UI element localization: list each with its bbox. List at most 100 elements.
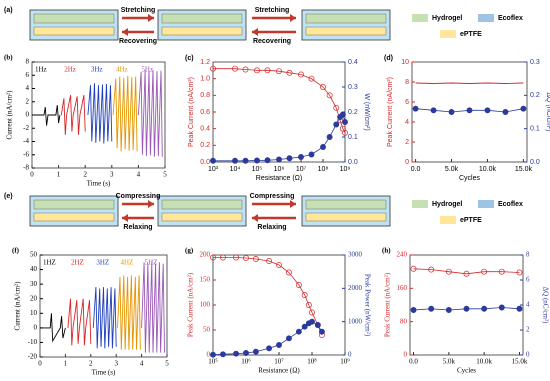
legend-swatch [412, 200, 428, 208]
x-axis-label: Time (s) [87, 180, 111, 188]
marker [301, 292, 308, 298]
x-tick-label: 0 [38, 360, 42, 368]
y2-tick-label: 0.1 [348, 134, 358, 141]
x-tick-label: 5.0k [443, 358, 456, 366]
arrow-head [148, 14, 154, 22]
marker [233, 350, 240, 357]
x-tick-label: 10⁶ [241, 358, 251, 366]
series-label: 5HZ [145, 259, 158, 267]
arrow-label: Stretching [121, 7, 156, 14]
y-tick-label: 8 [26, 58, 30, 66]
x-tick-label: 0 [30, 171, 34, 179]
y2-tick-label: 0.4 [348, 59, 358, 66]
marker [516, 269, 523, 276]
marker [339, 111, 346, 118]
y2-tick-label: 0.1 [530, 126, 540, 133]
y2-axis-label: ΔQ (nC/cm²) [545, 92, 550, 131]
series-line [117, 275, 141, 350]
series-line [67, 298, 92, 346]
marker [210, 65, 216, 72]
x-tick-label: 10⁵ [252, 166, 263, 173]
marker [232, 157, 238, 164]
x-tick-label: 3 [114, 360, 118, 368]
x-tick-label: 4 [140, 360, 144, 368]
series-line [213, 113, 346, 162]
y2-tick-label: 0.3 [348, 84, 358, 91]
marker [276, 342, 282, 348]
y-tick-label: 50 [30, 251, 38, 259]
marker [333, 104, 340, 111]
arrow-label: Recovering [119, 38, 157, 45]
arrow-head [122, 214, 128, 222]
diagram: (e) Compressing Relaxing Compressing Relaxin… [4, 193, 523, 231]
series-line [40, 313, 66, 343]
marker [305, 302, 312, 308]
x-tick-label: 10³ [208, 166, 219, 173]
hydrogel-layer [305, 199, 387, 210]
x-tick-label: 15.0k [515, 166, 533, 173]
marker [342, 119, 348, 125]
hydrogel-layer [305, 13, 387, 24]
series-line [137, 69, 163, 157]
chart: (b) -8 -6 -4 -2 0 2 4 6 8 0 1 2 3 4 5 Time (s) Current (n… [4, 54, 167, 188]
y-tick-label: 1.2 [200, 59, 210, 66]
marker [320, 84, 326, 90]
marker [502, 109, 509, 115]
x-tick-label: 0.0 [411, 166, 421, 173]
x-tick-label: 4 [137, 171, 141, 179]
marker [266, 345, 273, 352]
marker [264, 157, 271, 164]
marker [333, 121, 340, 128]
series-label: 5Hz [141, 66, 153, 74]
marker [210, 351, 216, 358]
y-tick-label: -6 [23, 150, 29, 158]
y-tick-label: 0.0 [200, 159, 210, 166]
eptfe-layer [305, 212, 387, 222]
legend-swatch [440, 216, 456, 224]
marker [516, 305, 523, 312]
legend-label: Hydrogel [432, 15, 462, 22]
x-tick-label: 3 [110, 171, 114, 179]
series-line [141, 262, 165, 353]
y-tick-label: 30 [30, 280, 38, 288]
y-axis-label: Peak Current (nA/cm²) [384, 272, 392, 337]
marker [309, 309, 315, 316]
marker [314, 322, 321, 328]
y2-tick-label: 2 [526, 326, 530, 334]
marker [264, 67, 271, 74]
arrow-label: Compressing [116, 193, 161, 200]
x-tick-label: 10⁴ [230, 166, 241, 173]
y-tick-label: 240 [397, 251, 408, 259]
legend-swatch [440, 30, 456, 38]
x-tick-label: 1 [57, 171, 61, 179]
legend-swatch [478, 200, 494, 208]
y-tick-label: 150 [200, 276, 211, 284]
x-tick-label: 5 [163, 171, 167, 179]
series-line [87, 83, 113, 144]
y-tick-label: -4 [23, 137, 29, 145]
y-tick-label: 100 [200, 301, 211, 309]
y-tick-label: 10 [30, 309, 38, 317]
plot-frame [409, 254, 524, 356]
y2-axis-label: Peak Power (nW/cm²) [363, 274, 371, 337]
marker [430, 107, 437, 114]
marker [326, 92, 333, 99]
arrow-head [148, 200, 154, 208]
marker [298, 71, 304, 78]
y-tick-label: 10 [401, 59, 409, 66]
y-tick-label: 6 [405, 99, 409, 106]
x-axis-label: Time (s) [92, 369, 116, 377]
y-tick-label: 2 [405, 139, 409, 146]
marker [276, 68, 282, 75]
y-tick-label: 0.2 [200, 142, 210, 149]
chart: (f) -20 -10 0 10 20 30 40 50 0 1 2 3 4 5 Time (s) Curren… [12, 247, 169, 377]
marker [466, 107, 473, 114]
marker [481, 305, 488, 312]
marker [498, 268, 505, 275]
y2-tick-label: 0.0 [348, 159, 358, 166]
y-tick-label: 0.8 [200, 92, 210, 99]
x-tick-label: 1 [64, 360, 68, 368]
y-tick-label: 8 [405, 79, 409, 86]
marker [286, 155, 293, 162]
series-line [32, 105, 61, 126]
